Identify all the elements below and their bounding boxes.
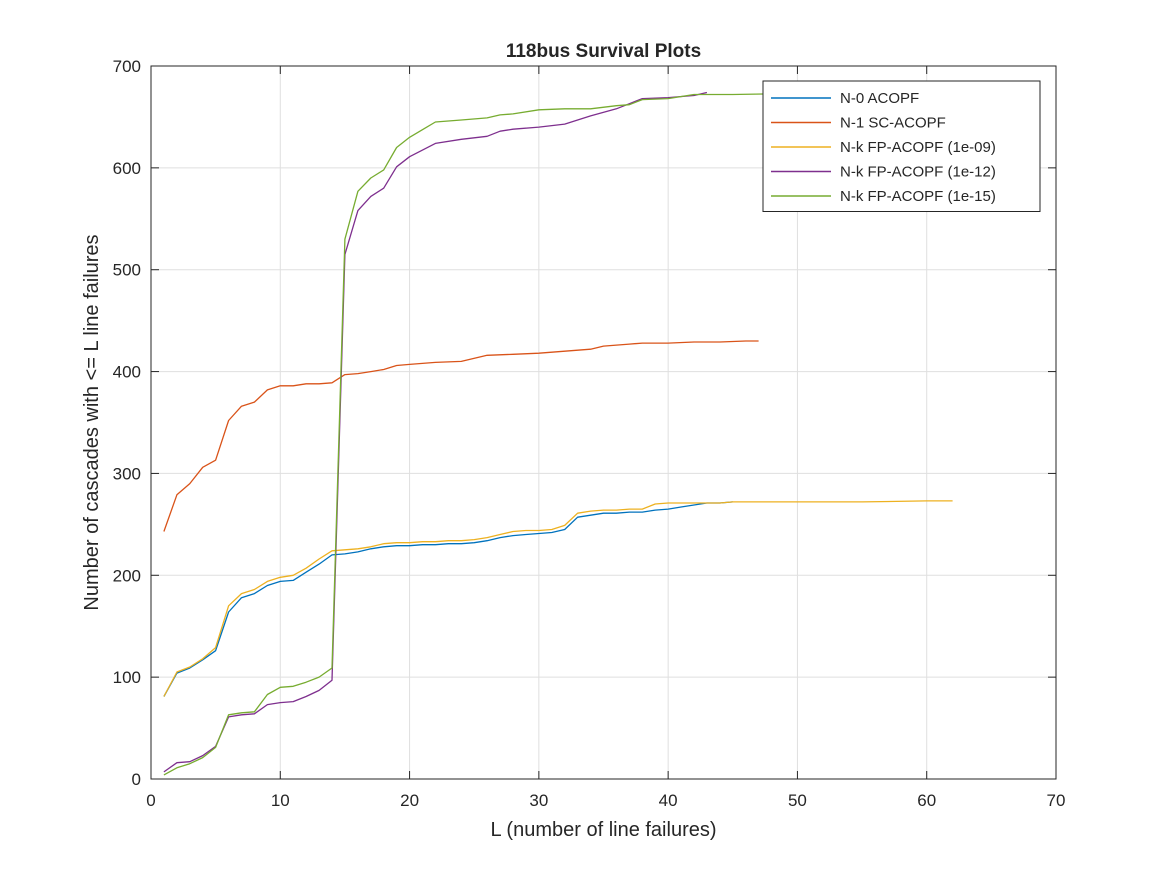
series-line-1: [163, 501, 733, 697]
y-axis-label: Number of cascades with <= L line failur…: [81, 234, 103, 610]
x-tick-label: 10: [271, 791, 290, 810]
series-line-2: [163, 340, 759, 532]
plot-frame: [150, 65, 1057, 780]
legend-label: N-0 ACOPF: [840, 90, 919, 107]
x-tick-label: 20: [400, 791, 419, 810]
series-line-3: [163, 500, 953, 697]
x-tick-label: 60: [917, 791, 936, 810]
y-tick-label: 100: [113, 668, 141, 687]
legend: N-0 ACOPF N-1 SC-ACOPF N-k FP-ACOPF (1e-09…: [762, 80, 1041, 212]
legend-label: N-k FP-ACOPF (1e-12): [840, 164, 996, 181]
y-tick-label: 300: [113, 464, 141, 483]
y-tick-label: 400: [113, 363, 141, 382]
x-tick-label: 30: [529, 791, 548, 810]
series-line-4: [163, 91, 708, 773]
x-tick-label: 50: [788, 791, 807, 810]
y-tick-label: 500: [113, 261, 141, 280]
y-tick-label: 700: [113, 57, 141, 76]
x-tick-label: 40: [659, 791, 678, 810]
y-tick-label: 0: [132, 770, 141, 789]
x-tick-label: 70: [1047, 791, 1066, 810]
y-tick-label: 200: [113, 566, 141, 585]
x-tick-label: 0: [146, 791, 155, 810]
legend-label: N-k FP-ACOPF (1e-15): [840, 188, 996, 205]
legend-label: N-k FP-ACOPF (1e-09): [840, 139, 996, 156]
legend-label: N-1 SC-ACOPF: [840, 115, 946, 132]
series-lines: [163, 91, 953, 776]
series-line-5: [163, 92, 863, 776]
x-axis-label: L (number of line failures): [490, 819, 716, 841]
chart-title: 118bus Survival Plots: [506, 41, 701, 62]
y-tick-label: 600: [113, 159, 141, 178]
